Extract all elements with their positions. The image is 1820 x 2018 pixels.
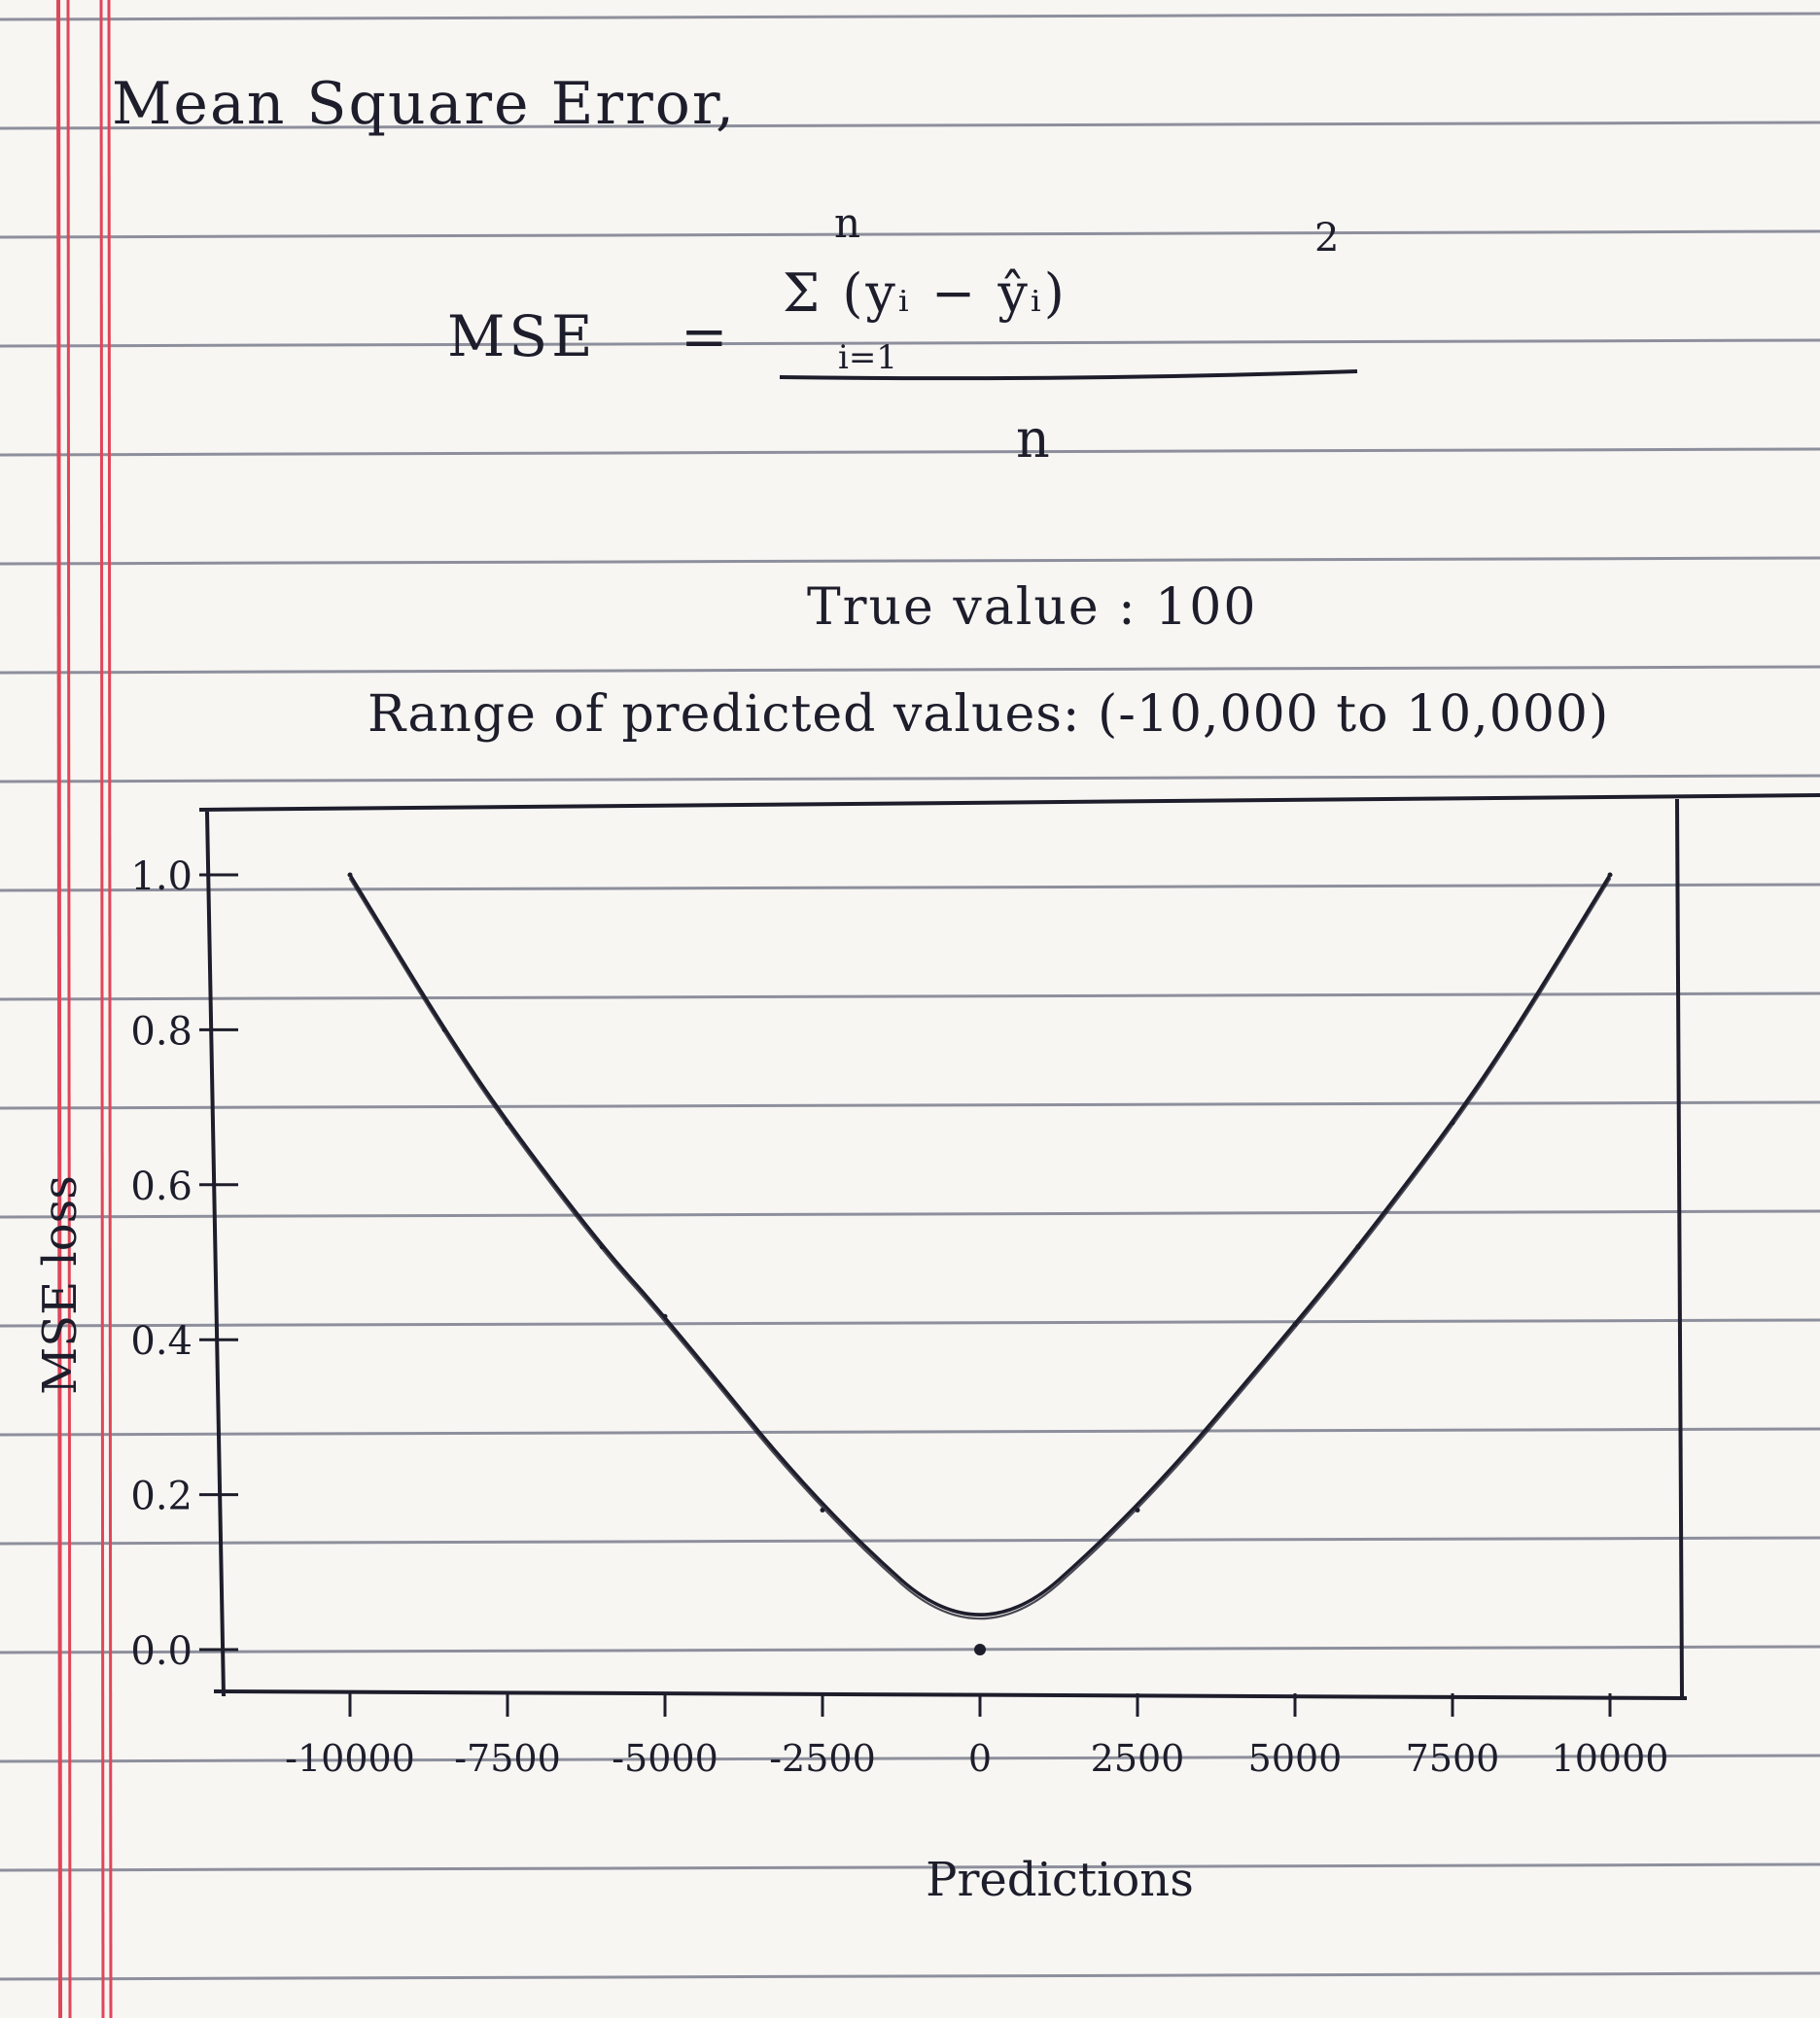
ruled-line <box>0 121 1820 130</box>
mse-loss-curve <box>348 873 1612 1617</box>
ruled-line <box>0 1645 1820 1654</box>
y-axis-line <box>205 811 226 1697</box>
x-tick-label: 0 <box>968 1737 992 1780</box>
curve-point <box>662 1313 668 1319</box>
margin-line <box>99 0 105 2018</box>
ruled-line <box>0 1862 1820 1872</box>
plot-frame-top <box>198 793 1820 812</box>
ruled-line <box>0 1427 1820 1437</box>
y-tick-label: 0.0 <box>130 1629 192 1674</box>
ruled-line <box>0 338 1820 348</box>
curve-point <box>1292 1321 1298 1327</box>
y-tick-label: 0.8 <box>130 1009 192 1054</box>
ruled-line <box>0 1100 1820 1110</box>
ruled-line <box>0 229 1820 239</box>
curve-point <box>599 1244 605 1250</box>
ruled-line <box>0 883 1820 892</box>
formula-exponent: 2 <box>1314 216 1340 261</box>
ruled-line <box>0 1536 1820 1546</box>
formula-sum-lower-limit: i=1 <box>838 338 897 377</box>
formula-lhs: MSE <box>447 303 597 369</box>
curve-point <box>1513 1026 1519 1032</box>
y-tick-label: 0.2 <box>130 1475 192 1519</box>
ruled-line <box>0 992 1820 1001</box>
mse-loss-chart: 0.0 0.2 0.4 0.6 0.8 1.0 -10000 -7500 -5000 -2500 0… <box>33 793 1820 1907</box>
curve-point <box>441 1026 447 1032</box>
x-tick-label: 5000 <box>1248 1737 1343 1780</box>
ruled-line <box>0 1754 1820 1763</box>
curve-minimum-point <box>974 1644 986 1655</box>
curve-point <box>1450 1120 1455 1126</box>
y-axis-label: MSE loss <box>33 1175 88 1395</box>
curve-point <box>1135 1508 1140 1514</box>
prediction-range-note: Range of predicted values: (-10,000 to 1… <box>368 685 1610 744</box>
curve-point <box>820 1508 825 1514</box>
curve-point <box>1355 1244 1361 1250</box>
curve-point <box>505 1120 510 1126</box>
ruled-line <box>0 447 1820 457</box>
formula-fraction-bar <box>779 369 1358 381</box>
y-tick-label: 1.0 <box>130 854 192 899</box>
x-tick-label: -2500 <box>769 1737 876 1780</box>
y-tick-label: 0.6 <box>130 1165 192 1209</box>
ruled-line <box>0 774 1820 783</box>
x-axis-line <box>213 1689 1688 1700</box>
formula-denominator: n <box>1016 408 1050 470</box>
plot-frame-right <box>1675 798 1684 1697</box>
x-tick-label: -7500 <box>454 1737 561 1780</box>
formula-sum-upper-limit: n <box>834 199 861 247</box>
ruled-line <box>0 1209 1820 1219</box>
true-value-note: True value : 100 <box>807 578 1258 637</box>
ruled-line <box>0 12 1820 21</box>
ruled-line <box>0 556 1820 566</box>
margin-line <box>66 0 72 2018</box>
x-tick-label: -10000 <box>285 1737 415 1780</box>
x-tick-label: -5000 <box>612 1737 718 1780</box>
y-tick-label: 0.4 <box>130 1319 192 1364</box>
ruled-line <box>0 665 1820 675</box>
x-tick-label: 2500 <box>1091 1737 1185 1780</box>
page-heading: Mean Square Error, <box>112 70 737 138</box>
x-axis-label: Predictions <box>926 1853 1194 1907</box>
formula-equals-sign: = <box>681 303 728 369</box>
ruled-line <box>0 1318 1820 1328</box>
curve-point <box>1607 872 1613 878</box>
x-tick-label: 10000 <box>1552 1737 1669 1780</box>
ruled-line <box>0 1971 1820 1981</box>
x-tick-label: 7500 <box>1406 1737 1500 1780</box>
mse-loss-curve-retrace <box>348 877 1612 1620</box>
margin-line <box>56 0 62 2018</box>
curve-point <box>347 872 353 878</box>
formula-numerator: Σ (yᵢ − ŷᵢ) <box>783 262 1068 324</box>
margin-line <box>107 0 113 2018</box>
